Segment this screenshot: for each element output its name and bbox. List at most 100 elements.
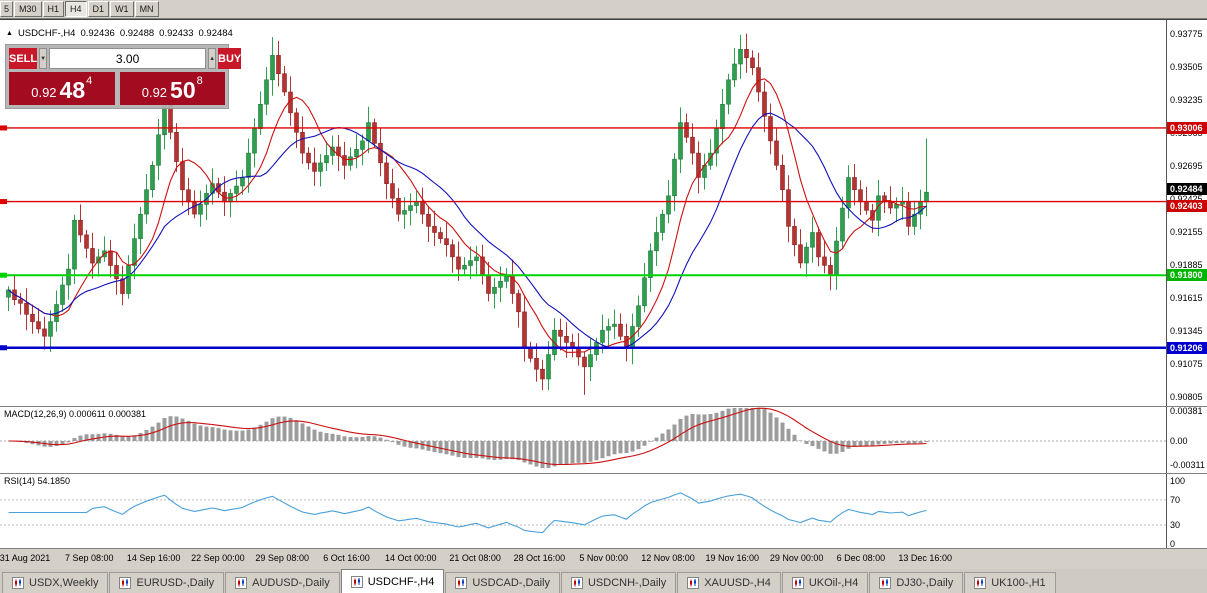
timeframe-button-d1[interactable]: D1 [87, 1, 110, 17]
timeframe-button-h4[interactable]: H4 [65, 1, 87, 17]
chart-tab-dj30-daily[interactable]: DJ30-,Daily [869, 572, 964, 593]
chart-tab-usdchf-h4[interactable]: USDCHF-,H4 [340, 569, 445, 593]
chart-tab-usdcad-daily[interactable]: USDCAD-,Daily [445, 572, 560, 593]
macd-indicator-label: MACD(12,26,9) 0.000611 0.000381 [4, 409, 146, 419]
sell-price-prefix: 0.92 [31, 85, 57, 101]
rsi-pane-svg[interactable] [0, 473, 1166, 548]
timeframe-button-5[interactable]: 5 [0, 1, 13, 17]
macd-axis-tick: 0.00 [1170, 436, 1188, 446]
price-axis-tick: 0.93235 [1170, 94, 1203, 105]
price-chart-svg[interactable] [0, 20, 1166, 406]
buy-button[interactable]: BUY [218, 48, 242, 69]
timeframe-toolbar: 5 M30 H1 H4 D1 W1 MN [0, 0, 1207, 19]
open-value: 0.92436 [80, 28, 115, 39]
sell-button[interactable]: SELL [9, 48, 38, 69]
candlestick-chart-icon [455, 577, 468, 589]
price-axis-tick: 0.90805 [1170, 391, 1203, 402]
tab-label: AUDUSD-,Daily [252, 577, 330, 589]
sell-price-big: 48 [59, 77, 86, 104]
time-axis-label: 5 Nov 00:00 [579, 553, 628, 563]
volume-input[interactable] [49, 48, 207, 69]
volume-increase-button[interactable]: ▲ [208, 48, 217, 69]
timeframe-button-m30[interactable]: M30 [14, 1, 42, 17]
tab-label: USDCNH-,Daily [587, 577, 667, 589]
buy-price-prefix: 0.92 [141, 85, 168, 101]
price-axis-tick: 0.91615 [1170, 292, 1203, 303]
price-badge-line: 0.92403 [1167, 199, 1207, 212]
time-axis-label: 31 Aug 2021 [0, 553, 51, 563]
high-value: 0.92488 [119, 28, 155, 39]
time-axis[interactable]: 31 Aug 2021 7 Sep 08:00 14 Sep 16:00 22 Sep… [0, 548, 1207, 569]
chart-tab-usdcnh-daily[interactable]: USDCNH-,Daily [560, 572, 677, 593]
price-axis-tick: 0.91075 [1170, 358, 1203, 369]
buy-price-display[interactable]: 0.92 50 8 [119, 72, 225, 105]
chart-tab-uk100-h1[interactable]: UK100-,H1 [964, 572, 1056, 593]
chart-tab-bar: USDX,Weekly EURUSD-,Daily AUDUSD-,Daily USD… [0, 568, 1207, 593]
volume-decrease-button[interactable]: ▼ [39, 48, 48, 69]
timeframe-button-mn[interactable]: MN [134, 1, 159, 17]
tab-label: USDCHF-,H4 [367, 575, 435, 588]
time-axis-label: 12 Nov 08:00 [641, 553, 695, 563]
close-value: 0.92484 [198, 28, 233, 39]
time-axis-label: 13 Dec 16:00 [898, 553, 952, 563]
time-axis-label: 6 Oct 16:00 [323, 553, 370, 563]
chart-tab-eurusd-daily[interactable]: EURUSD-,Daily [109, 572, 225, 593]
pane-separator[interactable] [0, 406, 1207, 407]
candlestick-chart-icon [235, 577, 248, 589]
price-axis-tick: 0.91885 [1170, 259, 1203, 270]
tab-label: DJ30-,Daily [896, 577, 954, 589]
rsi-axis-tick: 30 [1170, 520, 1181, 531]
price-axis-tick: 0.93505 [1170, 62, 1203, 72]
rsi-indicator-label: RSI(14) 54.1850 [4, 476, 71, 486]
price-axis-tick: 0.92425 [1170, 194, 1203, 204]
price-badge-line: 0.91800 [1167, 269, 1207, 282]
tab-label: EURUSD-,Daily [136, 577, 215, 589]
candlestick-chart-icon [12, 577, 24, 589]
buy-price-pip: 8 [196, 75, 203, 87]
price-badge-line: 0.93006 [1167, 121, 1207, 134]
macd-pane-svg[interactable] [0, 406, 1166, 473]
symbol-label: USDCHF-,H4 [17, 28, 76, 39]
macd-axis-tick: -0.00311 [1170, 460, 1205, 471]
symbol-marker-icon: ▲ [6, 30, 13, 37]
time-axis-label: 21 Oct 08:00 [449, 553, 501, 563]
price-axis-tick: 0.91345 [1170, 325, 1203, 336]
rsi-axis-tick: 0 [1170, 539, 1176, 549]
candlestick-chart-icon [974, 577, 987, 589]
candlestick-chart-icon [570, 577, 583, 589]
price-badge-last-price: 0.92484 [1167, 182, 1207, 195]
sell-price-pip: 4 [86, 75, 93, 87]
chart-tab-usdx-weekly[interactable]: USDX,Weekly [2, 572, 109, 593]
sell-price-display[interactable]: 0.92 48 4 [9, 72, 115, 105]
chart-tab-audusd-daily[interactable]: AUDUSD-,Daily [225, 572, 340, 593]
chart-tab-ukoil-h4[interactable]: UKOil-,H4 [781, 572, 869, 593]
chart-ohlc-header: ▲ USDCHF-,H4 0.92436 0.92488 0.92433 0.9… [6, 28, 233, 39]
price-axis[interactable]: 0.937750.935050.932350.929650.926950.924… [1166, 20, 1207, 549]
time-axis-label: 29 Nov 00:00 [769, 553, 824, 563]
price-badge-line: 0.91206 [1167, 341, 1207, 354]
macd-values: 0.000611 0.000381 [69, 409, 146, 419]
candlestick-chart-icon [687, 577, 700, 589]
timeframe-button-h1[interactable]: H1 [42, 1, 65, 17]
candlestick-chart-icon [119, 577, 132, 589]
price-axis-tick: 0.92155 [1170, 226, 1203, 237]
candlestick-chart-icon [350, 575, 363, 588]
time-axis-label: 14 Oct 00:00 [385, 553, 437, 563]
chart-tab-xauusd-h4[interactable]: XAUUSD-,H4 [677, 572, 781, 593]
price-axis-tick: 0.92695 [1170, 160, 1203, 171]
time-axis-label: 6 Dec 08:00 [836, 553, 886, 563]
tab-label: USDX,Weekly [29, 577, 99, 589]
pane-separator[interactable] [0, 473, 1207, 474]
candlestick-chart-icon [791, 577, 804, 589]
price-axis-tick: 0.93775 [1170, 29, 1203, 40]
tab-label: XAUUSD-,H4 [704, 577, 771, 589]
low-value: 0.92433 [159, 28, 194, 39]
candlestick-chart-icon [879, 577, 892, 589]
timeframe-button-w1[interactable]: W1 [110, 1, 134, 17]
tab-label: UK100-,H1 [991, 577, 1046, 589]
time-axis-label: 28 Oct 16:00 [513, 553, 566, 563]
time-axis-label: 19 Nov 16:00 [705, 553, 760, 563]
time-axis-label: 14 Sep 16:00 [126, 553, 181, 563]
rsi-value: 54.1850 [37, 476, 71, 486]
